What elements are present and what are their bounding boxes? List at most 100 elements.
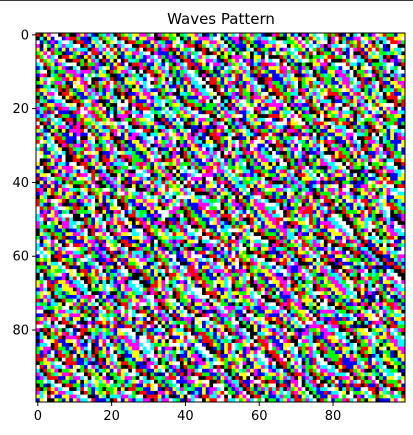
heatmap-cell — [202, 62, 207, 67]
heatmap-cell — [135, 154, 140, 159]
heatmap-cell — [69, 55, 74, 60]
heatmap-cell — [390, 191, 395, 196]
heatmap-cell — [143, 132, 147, 137]
heatmap-cell — [91, 80, 96, 85]
heatmap-cell — [312, 69, 317, 74]
heatmap-cell — [80, 106, 85, 111]
heatmap-cell — [205, 162, 210, 167]
heatmap-cell — [375, 106, 380, 111]
heatmap-cell — [375, 125, 380, 130]
heatmap-cell — [69, 176, 74, 181]
heatmap-cell — [309, 95, 314, 100]
heatmap-cell — [238, 151, 243, 156]
heatmap-cell — [202, 66, 207, 71]
heatmap-cell — [360, 77, 365, 82]
heatmap-cell — [150, 147, 155, 152]
heatmap-cell — [286, 206, 291, 211]
heatmap-cell — [194, 33, 199, 37]
heatmap-cell — [172, 66, 177, 71]
heatmap-cell — [264, 73, 269, 78]
heatmap-cell — [305, 44, 310, 49]
heatmap-cell — [382, 165, 387, 170]
heatmap-cell — [294, 114, 299, 119]
heatmap-cell — [268, 136, 273, 141]
heatmap-cell — [190, 66, 195, 71]
heatmap-cell — [379, 176, 384, 181]
heatmap-cell — [113, 77, 118, 82]
heatmap-cell — [368, 47, 373, 52]
heatmap-cell — [386, 210, 391, 215]
heatmap-cell — [272, 36, 277, 41]
heatmap-cell — [349, 162, 354, 167]
heatmap-cell — [106, 210, 111, 215]
heatmap-cell — [334, 195, 339, 200]
heatmap-cell — [379, 125, 384, 130]
heatmap-cell — [238, 195, 243, 200]
heatmap-cell — [309, 162, 314, 167]
heatmap-cell — [95, 158, 100, 163]
heatmap-cell — [83, 47, 88, 52]
heatmap-cell — [349, 128, 354, 133]
heatmap-cell — [176, 128, 181, 133]
heatmap-cell — [36, 199, 40, 204]
heatmap-cell — [194, 114, 199, 119]
heatmap-cell — [168, 195, 173, 200]
heatmap-cell — [83, 191, 88, 196]
heatmap-cell — [290, 195, 295, 200]
heatmap-cell — [176, 180, 181, 185]
heatmap-cell — [353, 36, 358, 41]
heatmap-cell — [393, 51, 398, 56]
heatmap-cell — [331, 95, 336, 100]
heatmap-cell — [257, 165, 262, 170]
heatmap-cell — [375, 165, 380, 170]
heatmap-cell — [368, 69, 373, 74]
heatmap-cell — [205, 151, 210, 156]
heatmap-cell — [268, 147, 273, 152]
heatmap-cell — [150, 99, 155, 104]
heatmap-cell — [353, 66, 358, 71]
heatmap-cell — [220, 169, 225, 174]
heatmap-cell — [36, 33, 40, 37]
heatmap-cell — [146, 62, 151, 67]
heatmap-cell — [231, 47, 236, 52]
heatmap-cell — [80, 62, 85, 67]
heatmap-cell — [194, 180, 199, 185]
heatmap-cell — [209, 36, 214, 41]
heatmap-cell — [261, 99, 266, 104]
heatmap-cell — [294, 154, 299, 159]
heatmap-cell — [91, 210, 96, 215]
heatmap-cell — [109, 195, 114, 200]
heatmap-cell — [275, 92, 280, 97]
heatmap-cell — [83, 165, 88, 170]
heatmap-cell — [120, 151, 125, 156]
heatmap-cell — [47, 173, 52, 178]
heatmap-cell — [98, 213, 103, 218]
heatmap-cell — [220, 80, 225, 85]
heatmap-cell — [312, 162, 317, 167]
heatmap-cell — [135, 199, 140, 204]
heatmap-cell — [360, 165, 365, 170]
heatmap-cell — [283, 110, 288, 115]
heatmap-cell — [205, 199, 210, 204]
heatmap-cell — [65, 110, 70, 115]
heatmap-cell — [47, 128, 52, 133]
heatmap-cell — [50, 169, 55, 174]
heatmap-cell — [202, 140, 207, 144]
heatmap-cell — [390, 128, 395, 133]
heatmap-cell — [375, 77, 380, 82]
heatmap-cell — [143, 136, 147, 141]
heatmap-cell — [179, 147, 184, 152]
heatmap-cell — [342, 44, 347, 49]
heatmap-cell — [368, 66, 373, 71]
heatmap-cell — [190, 147, 195, 152]
heatmap-cell — [106, 165, 111, 170]
heatmap-cell — [264, 99, 269, 104]
heatmap-cell — [312, 147, 317, 152]
heatmap-cell — [227, 99, 232, 104]
heatmap-cell — [109, 55, 114, 60]
heatmap-cell — [168, 128, 173, 133]
heatmap-cell — [47, 47, 52, 52]
heatmap-cell — [176, 55, 181, 60]
heatmap-cell — [109, 51, 114, 56]
heatmap-cell — [183, 162, 188, 167]
